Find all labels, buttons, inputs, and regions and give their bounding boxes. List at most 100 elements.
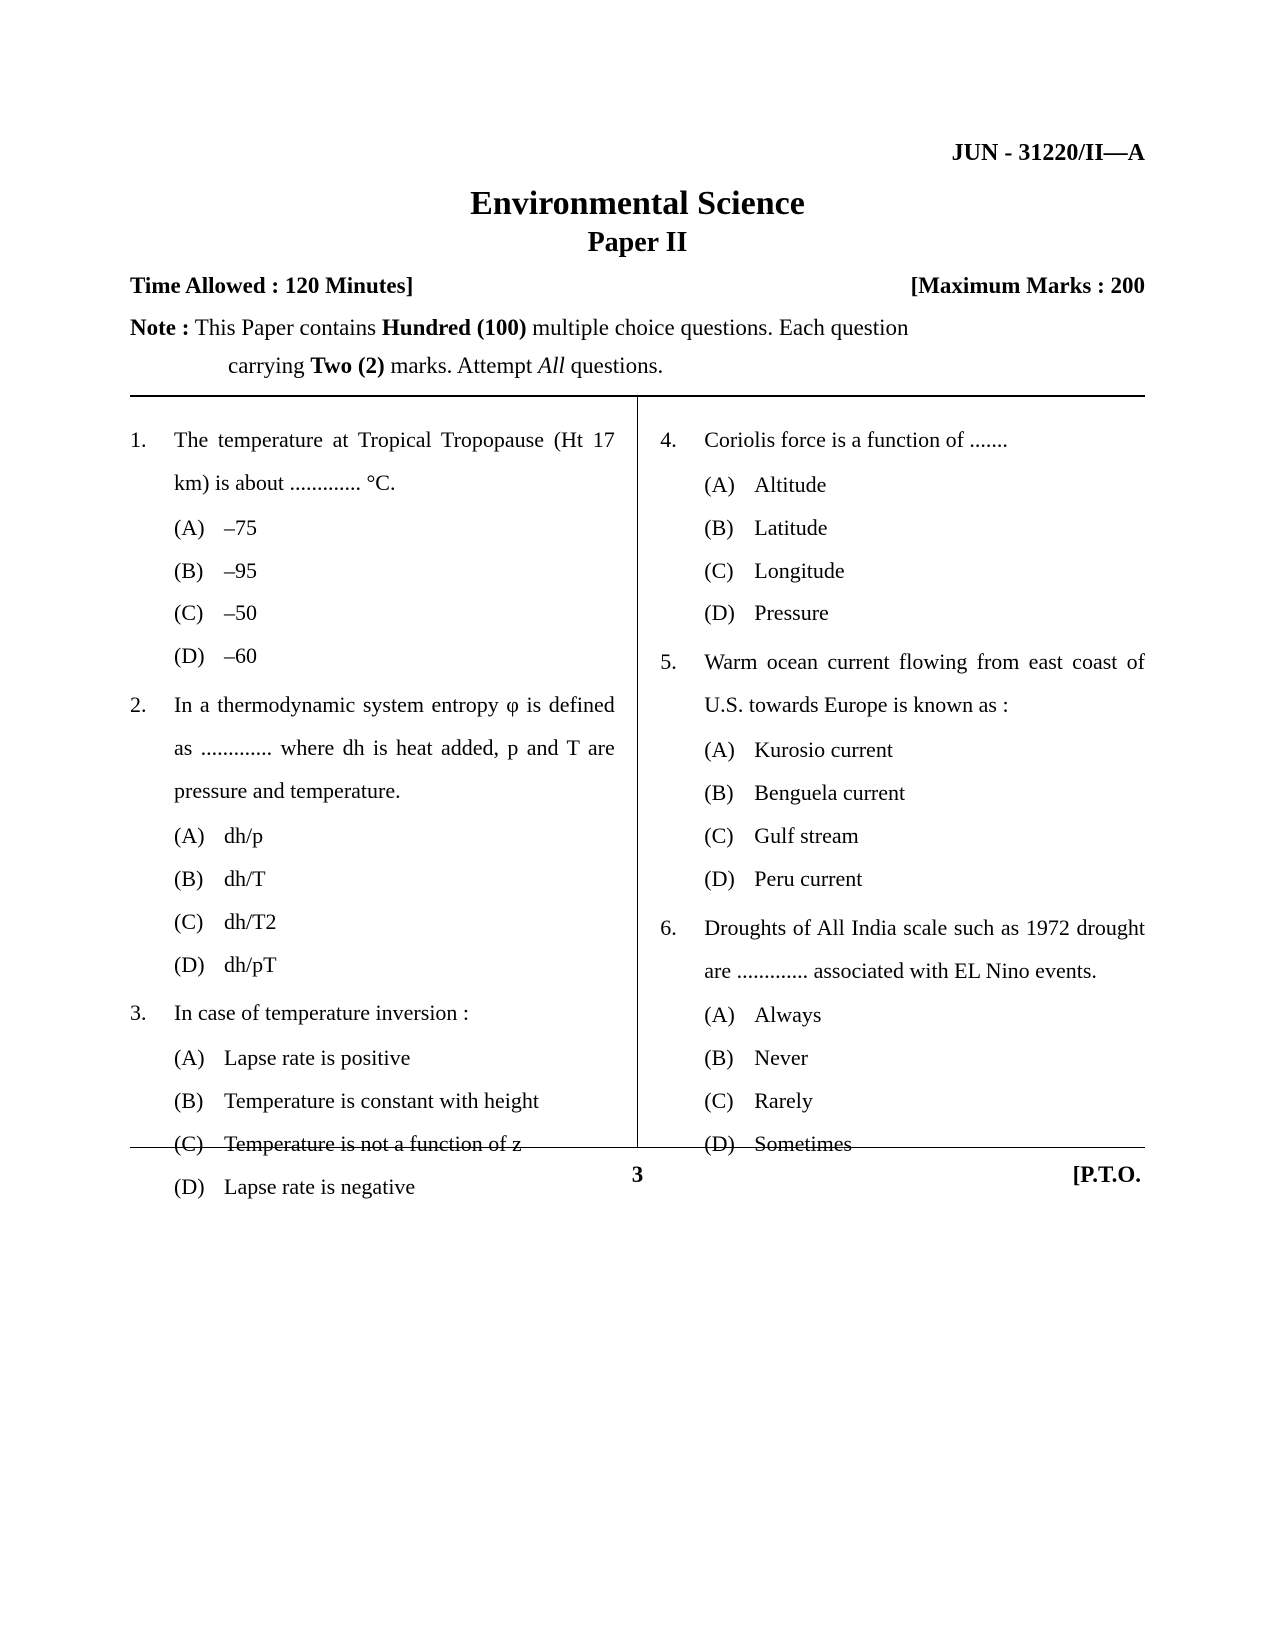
option-label: (D)	[174, 1166, 224, 1209]
question-number: 5.	[660, 641, 704, 900]
column-left: 1.The temperature at Tropical Tropopause…	[130, 397, 637, 1147]
question-body: Warm ocean current flowing from east coa…	[704, 641, 1145, 900]
option-label: (B)	[704, 1037, 754, 1080]
question-stem: The temperature at Tropical Tropopause (…	[174, 419, 615, 505]
option-label: (B)	[174, 858, 224, 901]
option-label: (A)	[704, 729, 754, 772]
question: 4.Coriolis force is a function of ......…	[660, 419, 1145, 635]
option-label: (B)	[704, 772, 754, 815]
option: (C)Temperature is not a function of z	[174, 1123, 615, 1166]
note-bold-1: Hundred (100)	[382, 315, 527, 340]
option: (C)Rarely	[704, 1080, 1145, 1123]
option-text: –95	[224, 550, 257, 593]
option-label: (D)	[174, 944, 224, 987]
option: (C)dh/T2	[174, 901, 615, 944]
option-text: dh/pT	[224, 944, 277, 987]
question-number: 1.	[130, 419, 174, 678]
option-text: Peru current	[754, 858, 862, 901]
question-body: Coriolis force is a function of .......(…	[704, 419, 1145, 635]
option-label: (B)	[174, 1080, 224, 1123]
option: (B)–95	[174, 550, 615, 593]
question: 1.The temperature at Tropical Tropopause…	[130, 419, 615, 678]
question-number: 6.	[660, 907, 704, 1166]
option-text: Latitude	[754, 507, 827, 550]
option-label: (B)	[704, 507, 754, 550]
question: 2.In a thermodynamic system entropy φ is…	[130, 684, 615, 986]
column-right: 4.Coriolis force is a function of ......…	[638, 397, 1145, 1147]
time-allowed: Time Allowed : 120 Minutes]	[130, 273, 413, 299]
option-label: (C)	[704, 1080, 754, 1123]
note-italic: All	[538, 353, 565, 378]
option-text: Lapse rate is negative	[224, 1166, 415, 1209]
option: (A)Altitude	[704, 464, 1145, 507]
option-label: (D)	[704, 1123, 754, 1166]
question-body: In a thermodynamic system entropy φ is d…	[174, 684, 615, 986]
option-text: Temperature is not a function of z	[224, 1123, 522, 1166]
option-text: dh/p	[224, 815, 263, 858]
option: (A)Lapse rate is positive	[174, 1037, 615, 1080]
option-label: (B)	[174, 550, 224, 593]
question-number: 2.	[130, 684, 174, 986]
option: (D)dh/pT	[174, 944, 615, 987]
option-text: Sometimes	[754, 1123, 852, 1166]
meta-row: Time Allowed : 120 Minutes] [Maximum Mar…	[130, 273, 1145, 299]
question-stem: In a thermodynamic system entropy φ is d…	[174, 684, 615, 813]
question-stem: Droughts of All India scale such as 1972…	[704, 907, 1145, 993]
option-label: (A)	[174, 1037, 224, 1080]
option-label: (A)	[704, 994, 754, 1037]
option-text: Never	[754, 1037, 808, 1080]
option-text: –50	[224, 592, 257, 635]
option: (B)dh/T	[174, 858, 615, 901]
option: (B)Never	[704, 1037, 1145, 1080]
option: (D)–60	[174, 635, 615, 678]
option-text: Benguela current	[754, 772, 905, 815]
note-text-1: This Paper contains	[189, 315, 382, 340]
option: (B)Benguela current	[704, 772, 1145, 815]
pto-label: [P.T.O.	[1073, 1162, 1141, 1188]
question-stem: Coriolis force is a function of .......	[704, 419, 1145, 462]
question: 3.In case of temperature inversion :(A)L…	[130, 992, 615, 1208]
option-text: Kurosio current	[754, 729, 893, 772]
option-text: Lapse rate is positive	[224, 1037, 410, 1080]
note-bold-2: Two (2)	[310, 353, 384, 378]
option-text: –60	[224, 635, 257, 678]
option-label: (D)	[174, 635, 224, 678]
option-text: Longitude	[754, 550, 844, 593]
note-text-4: marks. Attempt	[385, 353, 538, 378]
option-label: (A)	[174, 507, 224, 550]
option-label: (A)	[174, 815, 224, 858]
option: (C)Gulf stream	[704, 815, 1145, 858]
option-text: Pressure	[754, 592, 829, 635]
option-text: dh/T	[224, 858, 266, 901]
max-marks: [Maximum Marks : 200	[911, 273, 1145, 299]
page-subtitle: Paper II	[130, 227, 1145, 259]
option: (B)Latitude	[704, 507, 1145, 550]
option-label: (A)	[704, 464, 754, 507]
option-text: Temperature is constant with height	[224, 1080, 539, 1123]
option-text: Altitude	[754, 464, 826, 507]
question: 6.Droughts of All India scale such as 19…	[660, 907, 1145, 1166]
option: (B)Temperature is constant with height	[174, 1080, 615, 1123]
option-label: (C)	[704, 550, 754, 593]
question-number: 4.	[660, 419, 704, 635]
option-text: Rarely	[754, 1080, 813, 1123]
question-number: 3.	[130, 992, 174, 1208]
option-text: –75	[224, 507, 257, 550]
option: (A)Kurosio current	[704, 729, 1145, 772]
page-number: 3	[632, 1162, 644, 1188]
questions-columns: 1.The temperature at Tropical Tropopause…	[130, 397, 1145, 1147]
option-label: (C)	[174, 592, 224, 635]
option-text: Always	[754, 994, 821, 1037]
option: (A)–75	[174, 507, 615, 550]
option: (D)Peru current	[704, 858, 1145, 901]
option: (A)Always	[704, 994, 1145, 1037]
option: (D)Sometimes	[704, 1123, 1145, 1166]
option-label: (C)	[704, 815, 754, 858]
option-label: (C)	[174, 901, 224, 944]
question: 5.Warm ocean current flowing from east c…	[660, 641, 1145, 900]
option-text: dh/T2	[224, 901, 277, 944]
question-stem: In case of temperature inversion :	[174, 992, 615, 1035]
option: (D)Pressure	[704, 592, 1145, 635]
question-stem: Warm ocean current flowing from east coa…	[704, 641, 1145, 727]
note-block: Note : This Paper contains Hundred (100)…	[130, 309, 1145, 385]
